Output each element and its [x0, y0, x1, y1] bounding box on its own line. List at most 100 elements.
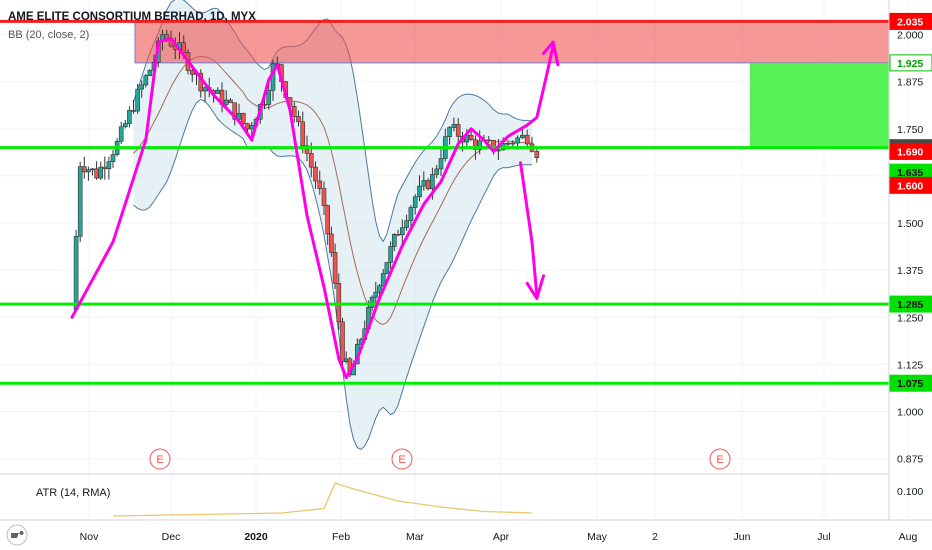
candle-body: [118, 126, 124, 142]
candle-body: [300, 121, 306, 147]
candle-body: [110, 154, 116, 162]
resistance-zone: [134, 20, 890, 64]
candle-body: [223, 99, 229, 105]
x-tick-label: Jul: [817, 531, 830, 543]
candle-body: [181, 42, 187, 54]
candle-body: [202, 87, 208, 92]
drawing-down-arrow: [525, 274, 545, 300]
candle-body: [77, 166, 83, 237]
earnings-event-marker: [391, 448, 413, 470]
candle-body: [340, 321, 345, 362]
candle-body: [373, 291, 379, 298]
candle-body: [143, 75, 149, 86]
candle-body: [430, 174, 435, 190]
x-tick-label: Dec: [162, 531, 181, 543]
earnings-event-marker: [149, 448, 171, 470]
y-tick-label: 1.750: [897, 124, 923, 136]
candle-body: [391, 234, 397, 247]
candle-body: [127, 110, 132, 124]
candle-body: [404, 220, 409, 229]
candle-body: [296, 116, 301, 123]
x-tick-label: Mar: [406, 531, 425, 543]
x-tick-label: Aug: [899, 531, 918, 543]
candle-body: [417, 185, 422, 198]
atr-indicator-label[interactable]: ATR (14, RMA): [36, 487, 111, 499]
price-label-text: 1.690: [897, 146, 923, 158]
candle-body: [321, 188, 327, 206]
y-tick-label: 1.375: [897, 265, 923, 277]
symbol-title[interactable]: AME ELITE CONSORTIUM BERHAD, 1D, MYX: [8, 11, 256, 23]
bollinger-lower-line: [133, 98, 533, 450]
candle-body: [90, 168, 95, 171]
candle-body: [438, 158, 444, 170]
price-label-box: [889, 176, 932, 194]
y-tick-label: 1.500: [897, 218, 923, 230]
price-label-box: [889, 142, 932, 160]
price-label-box: [889, 54, 932, 72]
candle-body: [421, 180, 427, 187]
earnings-event-marker: [709, 448, 731, 470]
candle-body: [455, 124, 461, 137]
x-tick-label: May: [587, 531, 608, 543]
candle-body: [486, 139, 492, 142]
drawing-main: [70, 36, 555, 380]
candle-body: [477, 140, 483, 150]
candle-body: [377, 285, 382, 293]
candle-body: [380, 273, 386, 287]
candle-body: [232, 102, 238, 120]
candle-body: [399, 227, 405, 236]
candle-body: [189, 70, 195, 75]
candle-body: [86, 169, 91, 173]
earnings-event-label: E: [398, 454, 405, 466]
candle-body: [524, 134, 530, 145]
tradingview-logo-icon[interactable]: [6, 524, 28, 546]
candle-body: [317, 180, 323, 189]
bb-indicator-label[interactable]: BB (20, close, 2): [8, 29, 90, 41]
candles: [73, 29, 540, 378]
candle-body: [496, 149, 501, 152]
atr-tick-label: 0.100: [897, 486, 923, 498]
y-tick-label: 1.250: [897, 312, 923, 324]
candle-body: [82, 166, 87, 173]
candle-body: [245, 123, 250, 130]
candle-body: [473, 139, 478, 150]
y-tick-label: 2.000: [897, 30, 923, 42]
candle-body: [515, 137, 520, 144]
candle-body: [388, 246, 393, 263]
target-zone: [750, 62, 889, 148]
candle-body: [434, 168, 440, 175]
x-tick-label: Nov: [80, 531, 99, 543]
candle-body: [313, 166, 318, 182]
candle-body: [228, 99, 233, 104]
candle-body: [215, 89, 221, 94]
candle-body: [329, 233, 334, 253]
candle-body: [447, 127, 452, 138]
freehand-drawings: [70, 36, 560, 380]
candle-body: [249, 125, 255, 130]
candle-body: [94, 168, 99, 179]
candle-body: [395, 234, 401, 236]
candle-body: [425, 180, 431, 190]
candle-body: [147, 69, 153, 76]
earnings-event-label: E: [716, 454, 723, 466]
candle-body: [451, 124, 457, 128]
candle-body: [131, 110, 136, 112]
y-tick-label: 0.875: [897, 454, 923, 466]
candle-body: [135, 88, 140, 112]
drawing-down-line: [519, 161, 539, 297]
y-tick-label: 1.875: [897, 77, 923, 89]
candle-body: [106, 161, 112, 170]
price-label-text: 1.285: [897, 299, 923, 311]
y-tick-label: 1.000: [897, 406, 923, 418]
candle-body: [98, 166, 103, 179]
price-label-text: 1.635: [897, 167, 923, 179]
price-label-text: 2.035: [897, 16, 923, 28]
candle-body: [291, 106, 297, 117]
price-label-text: 1.925: [897, 58, 923, 70]
candle-body: [139, 84, 144, 90]
drawing-up-arrow: [542, 40, 560, 67]
candle-body: [240, 112, 246, 124]
candle-body: [304, 145, 310, 154]
